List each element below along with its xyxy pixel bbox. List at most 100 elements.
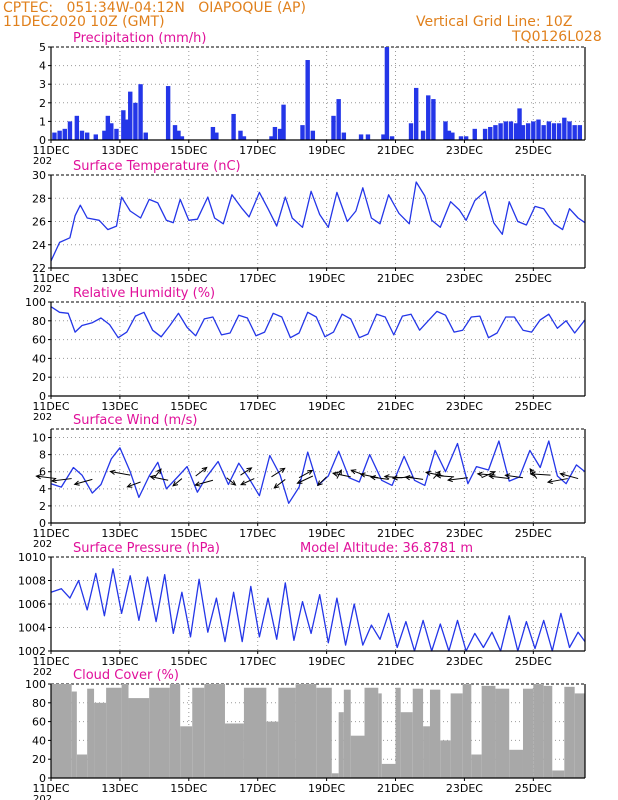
precip-bar: [365, 134, 371, 140]
precip-bar: [214, 132, 219, 140]
precip-xtick-label: 13DEC: [101, 144, 138, 157]
wind-vector-head: [316, 480, 323, 487]
temp-ytick-label: 22: [32, 262, 46, 275]
wind-vector: [271, 467, 285, 478]
wind-vector-head: [109, 469, 116, 475]
station-header: CPTEC: 051:34W-04:12N OIAPOQUE (AP): [3, 0, 306, 16]
precip-bar: [498, 123, 503, 140]
rh-xtick-label: 17DEC: [239, 400, 276, 413]
wind-vector: [153, 468, 162, 479]
pressure-ytick-label: 1008: [18, 575, 46, 588]
precip-bar: [310, 130, 316, 140]
wind-vector-head: [446, 476, 453, 483]
precip-bar: [138, 84, 143, 140]
precip-bar: [269, 136, 274, 140]
cloud-ytick-label: 80: [32, 697, 46, 710]
model-code-label: TQ0126L028: [512, 29, 602, 45]
temp-xtick-label: 23DEC: [446, 272, 483, 285]
wind-ytick-label: 8: [39, 449, 46, 462]
precip-bar: [210, 126, 216, 140]
wind-vector: [489, 475, 510, 480]
cloud-area-segment: [364, 687, 379, 778]
cloud-area-segment: [128, 698, 150, 778]
precip-bar: [231, 113, 236, 140]
wind-vector-head: [391, 475, 398, 481]
cloud-year-label: 202: [33, 794, 52, 800]
cloud-area-segment: [509, 749, 523, 778]
wind-vector-head: [156, 468, 162, 475]
wind-vector: [530, 473, 551, 476]
cloud-area-segment: [243, 687, 267, 778]
wind-vector-head: [529, 471, 536, 477]
cloud-area-segment: [574, 693, 585, 778]
wind-xtick-label: 15DEC: [170, 527, 207, 540]
precip-ytick-label: 0: [39, 134, 46, 147]
cloud-area-segment: [87, 688, 95, 778]
rh-xtick-label: 15DEC: [170, 400, 207, 413]
cloud-area-segment: [552, 770, 565, 778]
precip-bar: [536, 119, 541, 140]
wind-vector-head: [350, 469, 357, 475]
wind-vector-head: [489, 471, 496, 476]
wind-vector-head: [383, 474, 390, 480]
precip-xtick-label: 11DEC: [32, 144, 69, 157]
cloud-area-segment: [423, 726, 430, 778]
cloud-ytick-label: 20: [32, 753, 46, 766]
precip-xtick-label: 19DEC: [308, 144, 345, 157]
temp-line: [50, 181, 586, 262]
pressure-xtick-label: 13DEC: [101, 655, 138, 668]
cloud-area-segment: [266, 721, 279, 778]
rh-ytick-label: 0: [39, 390, 46, 403]
precip-bar: [431, 99, 436, 140]
temp-ytick-label: 30: [32, 169, 46, 182]
wind-vector: [74, 478, 93, 485]
pressure-xtick-label: 19DEC: [308, 655, 345, 668]
wind-ytick-label: 2: [39, 500, 46, 513]
precip-bar: [525, 123, 531, 140]
pressure-xtick-label: 11DEC: [32, 655, 69, 668]
wind-vector: [547, 478, 568, 483]
wind-vector: [172, 478, 183, 487]
cloud-area-segment: [278, 687, 296, 778]
wind-vector-head: [35, 474, 42, 480]
cloud-area-segment: [471, 754, 482, 778]
wind-vector: [298, 470, 313, 479]
wind-vector: [127, 481, 141, 488]
cloud-area-segment: [121, 684, 129, 778]
precip-bar: [114, 128, 119, 140]
wind-vector-head: [240, 480, 247, 486]
cloud-area-segment: [316, 687, 332, 778]
precip-bar: [52, 132, 57, 140]
wind-vector-head: [369, 475, 376, 481]
cloud-area-segment: [564, 686, 575, 778]
pressure-title: Surface Pressure (hPa): [73, 541, 220, 556]
cloud-area-segment: [400, 712, 413, 778]
wind-vector-head: [73, 480, 80, 486]
wind-vector-head: [273, 483, 280, 489]
precip-bar: [143, 132, 148, 140]
pressure-xtick-label: 17DEC: [239, 655, 276, 668]
wind-vector-head: [488, 474, 495, 480]
wind-vector: [150, 476, 169, 481]
precip-bar: [105, 115, 111, 140]
cloud-title: Cloud Cover (%): [73, 668, 179, 683]
precip-bar: [93, 134, 98, 140]
rh-xtick-label: 11DEC: [32, 400, 69, 413]
precip-bar: [57, 130, 62, 140]
temp-xtick-label: 15DEC: [170, 272, 207, 285]
wind-vector: [51, 478, 72, 482]
cloud-area-segment: [378, 693, 382, 778]
cloud-area-segment: [338, 712, 344, 778]
rh-ytick-label: 100: [25, 296, 46, 309]
precip-bar: [420, 130, 426, 140]
precip-bar: [508, 121, 514, 140]
wind-vector: [226, 477, 236, 486]
precip-xtick-label: 25DEC: [515, 144, 552, 157]
wind-vector-head: [359, 472, 366, 478]
wind-vector: [317, 476, 327, 486]
wind-vector-head: [559, 472, 566, 478]
precip-ytick-label: 5: [39, 41, 46, 54]
precip-bar: [79, 130, 85, 140]
grid-note-label: Vertical Grid Line: 10Z: [416, 14, 573, 30]
wind-vector: [273, 479, 286, 489]
